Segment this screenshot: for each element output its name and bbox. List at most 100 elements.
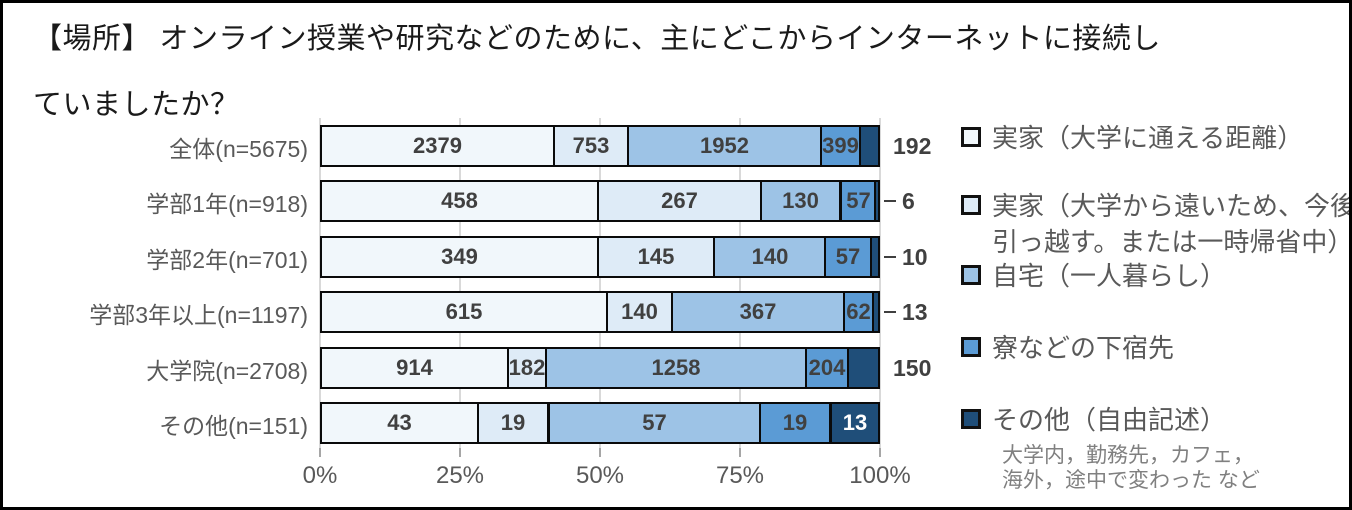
bar-segment: 267: [597, 180, 762, 222]
bar-value-label-outside: 6: [884, 180, 915, 222]
legend-item-label: 自宅（一人暮らし）: [992, 261, 1227, 291]
bar-row: 2379 753 1952 399: [320, 125, 880, 167]
bar-value-label-outside: 192: [893, 125, 931, 167]
bar-segment: 62: [843, 291, 874, 333]
plot-gridline: [739, 118, 741, 448]
bar-row: 615 140 367 62: [320, 291, 880, 333]
bar-segment: 615: [320, 291, 608, 333]
bar-value-label: 19: [782, 410, 808, 435]
bar-value-label: 57: [846, 188, 871, 213]
bar-row: 349 145 140 57: [320, 236, 880, 278]
x-axis-tick: [739, 448, 741, 457]
bar-row: 458 267 130 57: [320, 180, 880, 222]
bar-segment: [859, 125, 880, 167]
bar-value-label-outside: 150: [893, 347, 931, 389]
category-label: 学部2年(n=701): [146, 247, 308, 273]
bar-value-label: 140: [621, 299, 658, 324]
bar-segment: 753: [553, 125, 629, 167]
category-label: その他(n=151): [159, 413, 308, 439]
bar-segment: [847, 347, 880, 389]
bar-segment: 458: [320, 180, 599, 222]
legend-item: 寮などの下宿先: [961, 330, 1349, 366]
plot-gridline: [599, 118, 601, 448]
bar-value-label: 2379: [413, 133, 462, 158]
bar-value-text: 150: [893, 354, 932, 381]
bar-segment: 57: [824, 236, 872, 278]
bar-segment: [874, 180, 880, 222]
bar-value-label: 1258: [651, 355, 701, 380]
x-axis-label: 50%: [575, 462, 625, 489]
legend-note: 大学内，勤務先，カフェ， 海外，途中で変わった など: [1002, 443, 1260, 493]
x-axis-tick: [879, 448, 881, 457]
legend-note-line-2: 海外，途中で変わった など: [1002, 469, 1260, 492]
bar-value-label: 349: [441, 244, 478, 269]
bar-value-label: 19: [500, 410, 526, 435]
bar-segment: 2379: [320, 125, 555, 167]
category-label: 全体(n=5675): [169, 136, 308, 162]
bar-row: 43 19 57 19 13: [320, 402, 880, 444]
x-axis-tick: [599, 448, 601, 457]
x-axis-tick: [319, 448, 321, 457]
bar-segment: 130: [760, 180, 841, 222]
category-label: 学部3年以上(n=1197): [89, 302, 308, 328]
bar-value-label: 57: [835, 244, 861, 269]
bar-segment: 1952: [627, 125, 822, 167]
bar-value-label: 399: [822, 133, 859, 158]
legend-item-label: 実家（大学から遠いため、今後引っ越す。または一時帰省中）: [992, 191, 1352, 257]
bar-segment: 367: [671, 291, 845, 333]
bar-segment: 145: [597, 236, 715, 278]
bar-value-text: 6: [902, 187, 915, 214]
bar-value-label: 182: [508, 355, 546, 380]
bar-segment: 140: [713, 236, 827, 278]
bar-segment: 19: [759, 402, 831, 444]
legend-item-label: 寮などの下宿先: [992, 333, 1175, 363]
chart-title-line-1: 【場所】 オンライン授業や研究などのために、主にどこからインターネットに接続し: [33, 23, 1161, 55]
category-label: 学部1年(n=918): [146, 191, 308, 217]
bar-value-text: 10: [902, 243, 928, 270]
bar-value-label: 140: [751, 244, 789, 269]
bar-segment: 43: [320, 402, 479, 444]
plot-gridline: [319, 118, 321, 448]
legend-item: 実家（大学から遠いため、今後引っ越す。または一時帰省中）: [961, 188, 1352, 260]
bar-value-label: 267: [661, 188, 698, 213]
chart-title-line-2: ていましたか？: [33, 89, 240, 121]
bar-value-label: 13: [842, 410, 868, 435]
label-leader-line: [884, 311, 896, 313]
bar-value-text: 192: [893, 132, 932, 159]
bar-segment: 19: [477, 402, 549, 444]
bar-value-label: 458: [441, 188, 478, 213]
bar-value-label: 204: [808, 355, 846, 380]
bar-segment: 140: [606, 291, 673, 333]
bar-value-text: 13: [902, 298, 928, 325]
bar-value-label: 57: [642, 410, 667, 435]
category-label: 大学院(n=2708): [146, 358, 308, 384]
legend-note-line-1: 大学内，勤務先，カフェ，: [1002, 444, 1254, 467]
bar-value-label: 367: [739, 299, 777, 324]
bar-segment: 1258: [545, 347, 807, 389]
bar-value-label-outside: 13: [884, 291, 928, 333]
bar-value-label: 615: [445, 299, 483, 324]
bar-value-label: 914: [396, 355, 433, 380]
bar-value-label: 1952: [700, 133, 749, 158]
bar-value-label: 43: [387, 410, 412, 435]
bar-segment: 57: [548, 402, 761, 444]
bar-row: 914 182 1258 204: [320, 347, 880, 389]
bar-value-label: 62: [846, 299, 871, 324]
bar-segment: 399: [820, 125, 861, 167]
plot-gridline: [879, 118, 881, 448]
legend-swatch-icon: [961, 337, 981, 357]
label-leader-line: [884, 256, 896, 258]
x-axis-label: 100%: [849, 462, 911, 489]
legend-swatch-icon: [961, 409, 981, 429]
bar-value-label-outside: 10: [884, 236, 928, 278]
legend-item-label: その他（自由記述）: [992, 405, 1227, 435]
legend-item: 実家（大学に通える距離）: [961, 120, 1349, 156]
bar-value-label: 130: [782, 188, 819, 213]
legend-swatch-icon: [961, 195, 981, 215]
x-axis-label: 0%: [302, 462, 338, 489]
legend-item: 自宅（一人暮らし）: [961, 258, 1349, 294]
legend-swatch-icon: [961, 265, 981, 285]
bar-segment: 57: [840, 180, 877, 222]
bar-segment: [870, 236, 880, 278]
